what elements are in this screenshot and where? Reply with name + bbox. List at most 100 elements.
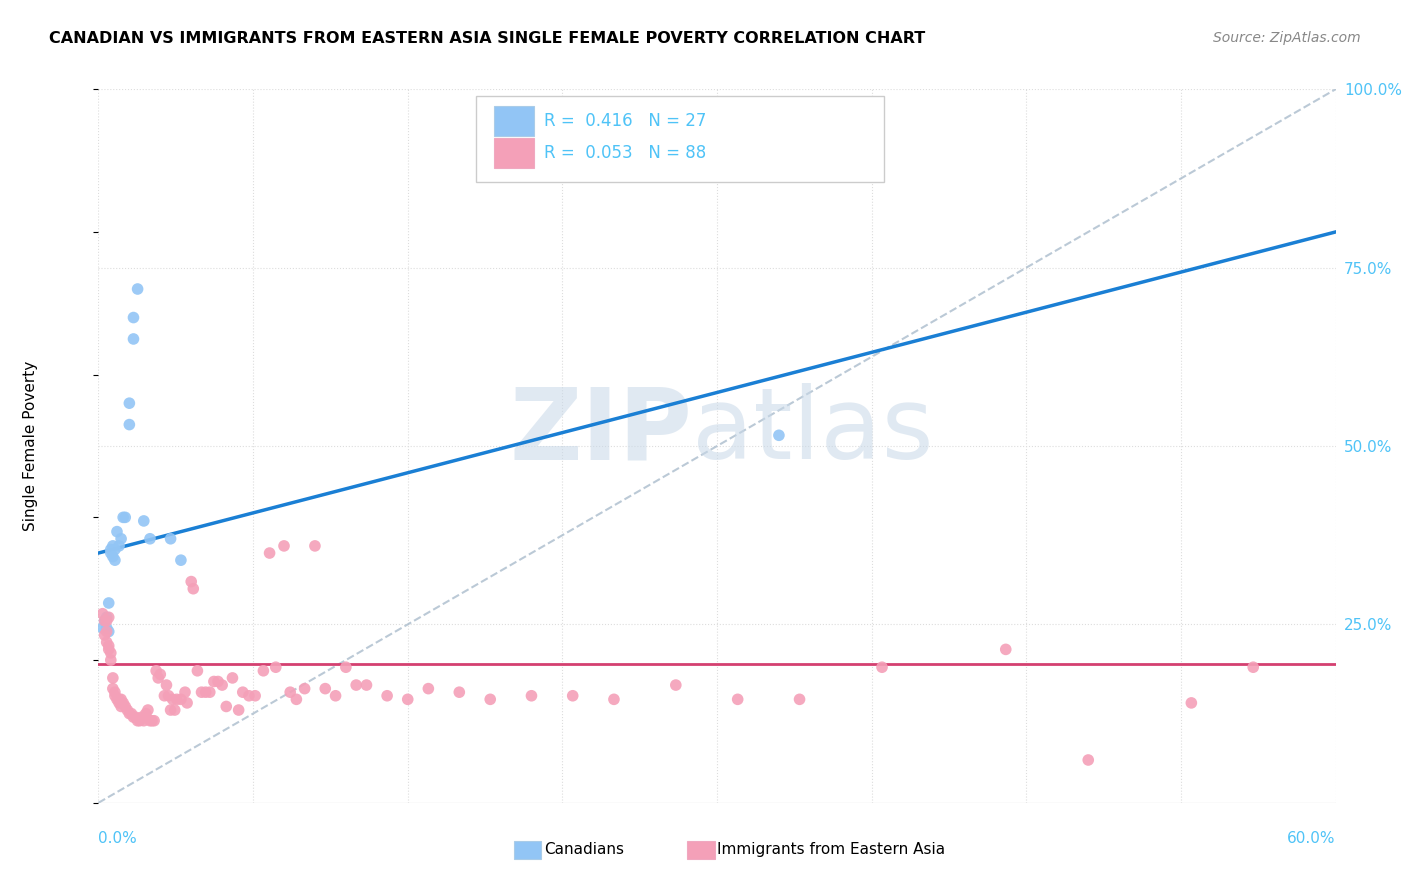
Text: CANADIAN VS IMMIGRANTS FROM EASTERN ASIA SINGLE FEMALE POVERTY CORRELATION CHART: CANADIAN VS IMMIGRANTS FROM EASTERN ASIA… bbox=[49, 31, 925, 46]
Point bbox=[603, 692, 626, 706]
Point bbox=[104, 685, 127, 699]
Point bbox=[120, 706, 142, 721]
Point bbox=[153, 689, 176, 703]
Point bbox=[108, 696, 131, 710]
Point bbox=[93, 628, 115, 642]
Point bbox=[139, 714, 162, 728]
Point bbox=[145, 664, 167, 678]
Point bbox=[124, 710, 146, 724]
Point bbox=[215, 699, 238, 714]
Point bbox=[96, 610, 118, 624]
Point bbox=[132, 514, 155, 528]
Point bbox=[1077, 753, 1099, 767]
Point bbox=[128, 714, 150, 728]
Point bbox=[335, 660, 357, 674]
Point bbox=[104, 542, 127, 557]
Point bbox=[159, 532, 181, 546]
Point bbox=[561, 689, 583, 703]
Point bbox=[100, 646, 122, 660]
Point bbox=[127, 282, 149, 296]
Point bbox=[375, 689, 398, 703]
Point bbox=[155, 678, 177, 692]
Point bbox=[118, 417, 141, 432]
Point bbox=[101, 671, 124, 685]
Text: 60.0%: 60.0% bbox=[1288, 831, 1336, 847]
Point bbox=[112, 510, 135, 524]
Point bbox=[344, 678, 367, 692]
Point bbox=[727, 692, 749, 706]
Point bbox=[122, 710, 145, 724]
Point bbox=[135, 706, 157, 721]
Point bbox=[162, 692, 184, 706]
Point bbox=[294, 681, 316, 696]
Point bbox=[110, 699, 132, 714]
Point bbox=[114, 699, 136, 714]
Point bbox=[97, 596, 120, 610]
Point bbox=[100, 653, 122, 667]
Point bbox=[194, 685, 217, 699]
Point bbox=[108, 539, 131, 553]
Point bbox=[232, 685, 254, 699]
Point bbox=[186, 664, 208, 678]
Point bbox=[104, 689, 127, 703]
Point bbox=[418, 681, 440, 696]
Point bbox=[285, 692, 308, 706]
Point bbox=[252, 664, 274, 678]
Text: R =  0.416   N = 27: R = 0.416 N = 27 bbox=[544, 112, 706, 129]
Text: Immigrants from Eastern Asia: Immigrants from Eastern Asia bbox=[717, 842, 945, 857]
Point bbox=[665, 678, 688, 692]
Text: ZIP: ZIP bbox=[509, 384, 692, 480]
Point bbox=[520, 689, 543, 703]
FancyBboxPatch shape bbox=[495, 138, 534, 169]
Point bbox=[238, 689, 260, 703]
Point bbox=[170, 692, 193, 706]
Point bbox=[141, 714, 163, 728]
Point bbox=[97, 610, 120, 624]
FancyBboxPatch shape bbox=[688, 840, 714, 859]
Point bbox=[139, 532, 162, 546]
Point bbox=[96, 621, 118, 635]
Point bbox=[96, 624, 118, 639]
Point bbox=[243, 689, 266, 703]
Point bbox=[479, 692, 502, 706]
Point bbox=[207, 674, 229, 689]
Point bbox=[110, 692, 132, 706]
FancyBboxPatch shape bbox=[475, 96, 884, 182]
Point bbox=[105, 692, 128, 706]
Point bbox=[789, 692, 811, 706]
Point bbox=[159, 703, 181, 717]
Text: Single Female Poverty: Single Female Poverty bbox=[22, 361, 38, 531]
Point bbox=[278, 685, 301, 699]
Point bbox=[132, 714, 155, 728]
Point bbox=[190, 685, 212, 699]
Point bbox=[163, 703, 186, 717]
Point bbox=[180, 574, 202, 589]
Point bbox=[97, 642, 120, 657]
Point bbox=[768, 428, 790, 442]
Point bbox=[143, 714, 166, 728]
Point bbox=[117, 703, 139, 717]
Point bbox=[97, 639, 120, 653]
Point bbox=[96, 614, 118, 628]
Point bbox=[100, 546, 122, 560]
Point bbox=[273, 539, 295, 553]
Point bbox=[325, 689, 347, 703]
FancyBboxPatch shape bbox=[515, 840, 541, 859]
Point bbox=[101, 549, 124, 564]
Point bbox=[131, 710, 153, 724]
Point bbox=[170, 553, 193, 567]
Point bbox=[166, 692, 188, 706]
Point bbox=[122, 332, 145, 346]
Point bbox=[105, 524, 128, 539]
Point bbox=[93, 614, 115, 628]
Point bbox=[198, 685, 221, 699]
Point bbox=[314, 681, 336, 696]
Point bbox=[97, 624, 120, 639]
Point bbox=[994, 642, 1017, 657]
Point bbox=[122, 310, 145, 325]
Point bbox=[101, 539, 124, 553]
Point bbox=[136, 703, 159, 717]
Text: 0.0%: 0.0% bbox=[98, 831, 138, 847]
Point bbox=[110, 532, 132, 546]
Point bbox=[221, 671, 243, 685]
